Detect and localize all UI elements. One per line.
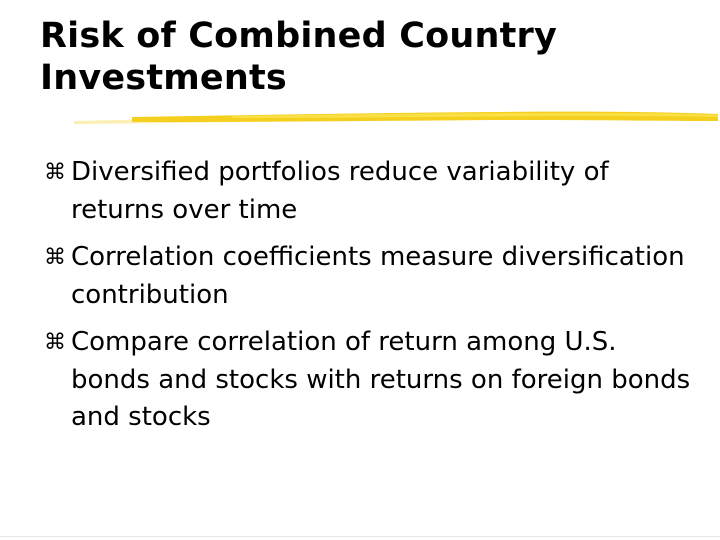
bullet-text: Diversified portfolios reduce variabilit… <box>71 157 609 225</box>
slide-title-line-1: Risk of Combined Country <box>40 16 558 56</box>
slide-title: Risk of Combined Country Investments <box>40 15 690 99</box>
command-key-icon: ⌘ <box>44 160 66 185</box>
bullet-text: Compare correlation of return among U.S.… <box>71 327 691 432</box>
command-key-icon: ⌘ <box>44 330 66 355</box>
bullet-list: ⌘ Diversified portfolios reduce variabil… <box>44 154 694 447</box>
bullet-text: Correlation coefficients measure diversi… <box>71 242 685 310</box>
bullet-item: ⌘ Compare correlation of return among U.… <box>44 324 694 437</box>
bullet-item: ⌘ Diversified portfolios reduce variabil… <box>44 154 694 229</box>
bullet-item: ⌘ Correlation coefficients measure diver… <box>44 239 694 314</box>
title-brush-underline <box>74 111 718 124</box>
brush-stroke-highlight <box>232 113 718 118</box>
slide-bottom-border <box>0 536 720 537</box>
slide-title-line-2: Investments <box>40 58 287 98</box>
command-key-icon: ⌘ <box>44 245 66 270</box>
